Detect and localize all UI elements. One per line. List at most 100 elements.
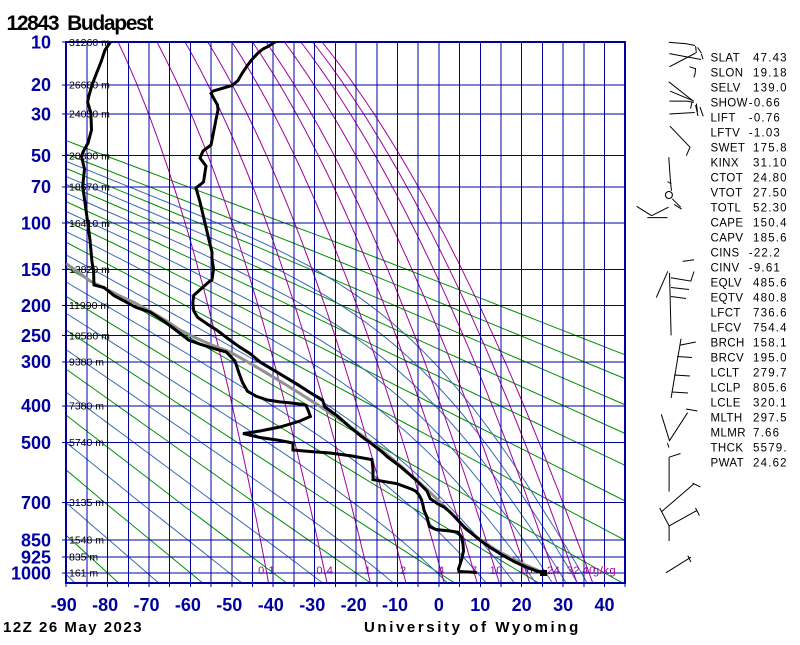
svg-text:24.80: 24.80	[753, 173, 788, 185]
svg-text:SLAT: SLAT	[711, 53, 741, 65]
svg-text:70: 70	[31, 177, 51, 197]
svg-text:g/kg: g/kg	[593, 565, 616, 577]
svg-text:-90: -90	[51, 595, 77, 615]
svg-text:1548 m: 1548 m	[69, 535, 104, 547]
svg-text:12843 Budapest: 12843 Budapest	[7, 12, 154, 35]
svg-text:SHOW: SHOW	[711, 98, 748, 110]
svg-text:40: 40	[594, 595, 614, 615]
svg-text:3135 m: 3135 m	[69, 497, 104, 509]
svg-text:50: 50	[31, 146, 51, 166]
svg-text:485.6: 485.6	[753, 278, 788, 290]
svg-text:LFTV: LFTV	[711, 128, 741, 140]
svg-text:-30: -30	[299, 595, 325, 615]
svg-text:THCK: THCK	[711, 443, 744, 455]
svg-text:805.6: 805.6	[753, 383, 788, 395]
svg-text:10: 10	[490, 565, 503, 577]
svg-text:MLMR: MLMR	[711, 428, 746, 440]
svg-text:VTOT: VTOT	[711, 188, 743, 200]
svg-text:0: 0	[434, 595, 444, 615]
svg-text:250: 250	[21, 326, 51, 346]
svg-text:CAPV: CAPV	[711, 233, 744, 245]
svg-text:CAPE: CAPE	[711, 218, 744, 230]
svg-text:BRCV: BRCV	[711, 353, 745, 365]
svg-text:CINS: CINS	[711, 248, 740, 260]
svg-text:MLTH: MLTH	[711, 413, 743, 425]
svg-text:-1.03: -1.03	[749, 128, 781, 140]
svg-text:-0.66: -0.66	[749, 98, 781, 110]
svg-text:SLON: SLON	[711, 68, 744, 80]
svg-text:-60: -60	[175, 595, 201, 615]
svg-text:850: 850	[21, 530, 51, 550]
svg-text:7.66: 7.66	[753, 428, 780, 440]
svg-text:-50: -50	[216, 595, 242, 615]
svg-text:100: 100	[21, 214, 51, 234]
svg-text:0.1: 0.1	[258, 565, 275, 577]
svg-text:PWAT: PWAT	[711, 458, 745, 470]
svg-text:4: 4	[438, 565, 445, 577]
svg-text:200: 200	[21, 296, 51, 316]
svg-text:27.50: 27.50	[753, 188, 788, 200]
svg-text:195.0: 195.0	[753, 353, 788, 365]
svg-text:-9.61: -9.61	[749, 263, 781, 275]
svg-text:LFCT: LFCT	[711, 308, 741, 320]
svg-text:24: 24	[547, 565, 560, 577]
svg-text:5740 m: 5740 m	[69, 437, 104, 449]
svg-text:LCLT: LCLT	[711, 368, 740, 380]
svg-text:LCLP: LCLP	[711, 383, 741, 395]
svg-text:0.4: 0.4	[316, 565, 333, 577]
svg-text:52.30: 52.30	[753, 203, 788, 215]
svg-text:2: 2	[400, 565, 407, 577]
svg-text:-10: -10	[382, 595, 408, 615]
svg-text:24.62: 24.62	[753, 458, 788, 470]
svg-text:10: 10	[31, 33, 51, 53]
svg-text:150.4: 150.4	[753, 218, 788, 230]
svg-text:139.0: 139.0	[753, 83, 788, 95]
svg-text:SWET: SWET	[711, 143, 746, 155]
svg-text:158.1: 158.1	[753, 338, 788, 350]
svg-text:40: 40	[582, 565, 595, 577]
svg-text:5579.: 5579.	[753, 443, 788, 455]
svg-text:31.10: 31.10	[753, 158, 788, 170]
svg-text:185.6: 185.6	[753, 233, 788, 245]
svg-text:320.1: 320.1	[753, 398, 788, 410]
svg-text:BRCH: BRCH	[711, 338, 745, 350]
svg-text:47.43: 47.43	[753, 53, 788, 65]
svg-text:LFCV: LFCV	[711, 323, 742, 335]
svg-text:32: 32	[567, 565, 580, 577]
svg-text:925: 925	[21, 547, 51, 567]
svg-text:279.7: 279.7	[753, 368, 788, 380]
svg-text:-40: -40	[258, 595, 284, 615]
svg-text:7: 7	[471, 565, 478, 577]
svg-text:16410 m: 16410 m	[69, 218, 110, 230]
svg-text:CINV: CINV	[711, 263, 740, 275]
svg-text:26680 m: 26680 m	[69, 79, 110, 91]
svg-text:1000: 1000	[11, 563, 51, 583]
svg-text:31260 m: 31260 m	[69, 37, 110, 49]
svg-text:-70: -70	[133, 595, 159, 615]
svg-text:500: 500	[21, 433, 51, 453]
svg-text:754.4: 754.4	[753, 323, 788, 335]
svg-text:150: 150	[21, 260, 51, 280]
svg-text:20: 20	[512, 595, 532, 615]
svg-text:9380 m: 9380 m	[69, 356, 104, 368]
svg-text:400: 400	[21, 396, 51, 416]
svg-text:EQTV: EQTV	[711, 293, 744, 305]
svg-text:LIFT: LIFT	[711, 113, 736, 125]
svg-text:KINX: KINX	[711, 158, 739, 170]
svg-text:19.18: 19.18	[753, 68, 788, 80]
svg-text:18670 m: 18670 m	[69, 181, 110, 193]
svg-text:7380 m: 7380 m	[69, 400, 104, 412]
svg-text:CTOT: CTOT	[711, 173, 744, 185]
svg-text:11990 m: 11990 m	[69, 300, 109, 312]
svg-text:20: 20	[31, 75, 51, 95]
svg-text:700: 700	[21, 493, 51, 513]
svg-text:480.8: 480.8	[753, 293, 788, 305]
svg-text:175.8: 175.8	[753, 143, 788, 155]
svg-text:835 m: 835 m	[69, 552, 98, 564]
svg-text:TOTL: TOTL	[711, 203, 742, 215]
svg-text:300: 300	[21, 352, 51, 372]
svg-text:-80: -80	[92, 595, 118, 615]
svg-text:30: 30	[31, 104, 51, 124]
svg-text:-20: -20	[341, 595, 367, 615]
svg-text:10: 10	[470, 595, 490, 615]
